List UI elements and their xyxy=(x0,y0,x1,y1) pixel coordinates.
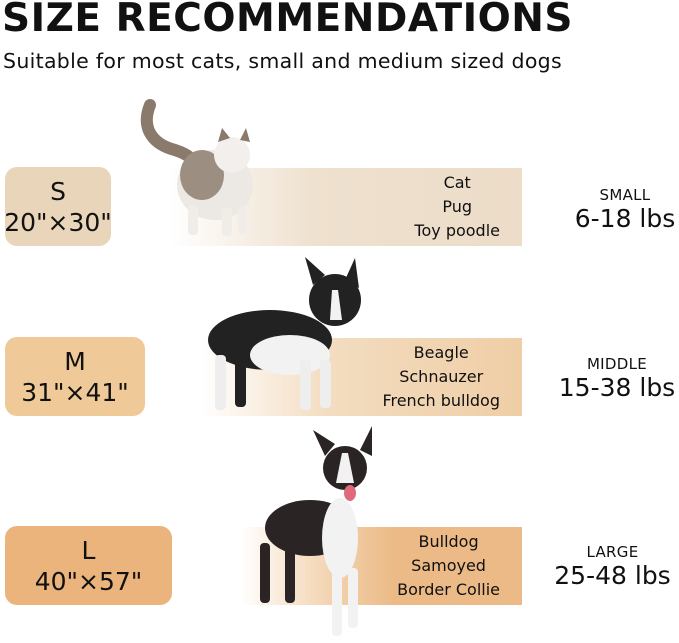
size-class: SMALL xyxy=(599,186,651,204)
breed-name: Bulldog xyxy=(418,532,479,551)
breed-name: Border Collie xyxy=(397,580,500,599)
size-class: MIDDLE xyxy=(586,355,648,373)
size-letter: S xyxy=(50,176,66,206)
breed-name: Samoyed xyxy=(411,556,486,575)
weight-small: SMALL 6-18 lbs xyxy=(565,186,679,234)
size-dimensions: 31"×41" xyxy=(21,377,129,407)
size-box-small: S 20"×30" xyxy=(4,167,112,246)
size-dimensions: 40"×57" xyxy=(34,566,143,596)
size-box-large: L 40"×57" xyxy=(5,526,172,605)
breed-name: Pug xyxy=(442,197,473,216)
weight-large: LARGE 25-48 lbs xyxy=(545,543,679,591)
size-dimensions: 20"×30" xyxy=(4,207,112,237)
breed-name: Beagle xyxy=(413,343,469,362)
size-letter: M xyxy=(64,346,86,376)
border-collie-image xyxy=(260,426,372,636)
size-letter: L xyxy=(81,535,96,565)
french-bulldog-image xyxy=(208,257,361,410)
weight-middle: MIDDLE 15-38 lbs xyxy=(557,355,677,403)
size-class: LARGE xyxy=(586,543,639,561)
weight-range: 25-48 lbs xyxy=(554,561,671,590)
subtitle: Suitable for most cats, small and medium… xyxy=(3,49,562,73)
page-title: SIZE RECOMMENDATIONS xyxy=(2,0,573,41)
weight-range: 15-38 lbs xyxy=(558,373,676,402)
breed-name: Cat xyxy=(443,173,471,192)
breed-name: Toy poodle xyxy=(414,221,500,240)
size-box-middle: M 31"×41" xyxy=(5,337,145,416)
weight-range: 6-18 lbs xyxy=(574,204,676,233)
breed-name: French bulldog xyxy=(382,391,500,410)
cat-image xyxy=(140,99,253,236)
breed-name: Schnauzer xyxy=(399,367,484,386)
